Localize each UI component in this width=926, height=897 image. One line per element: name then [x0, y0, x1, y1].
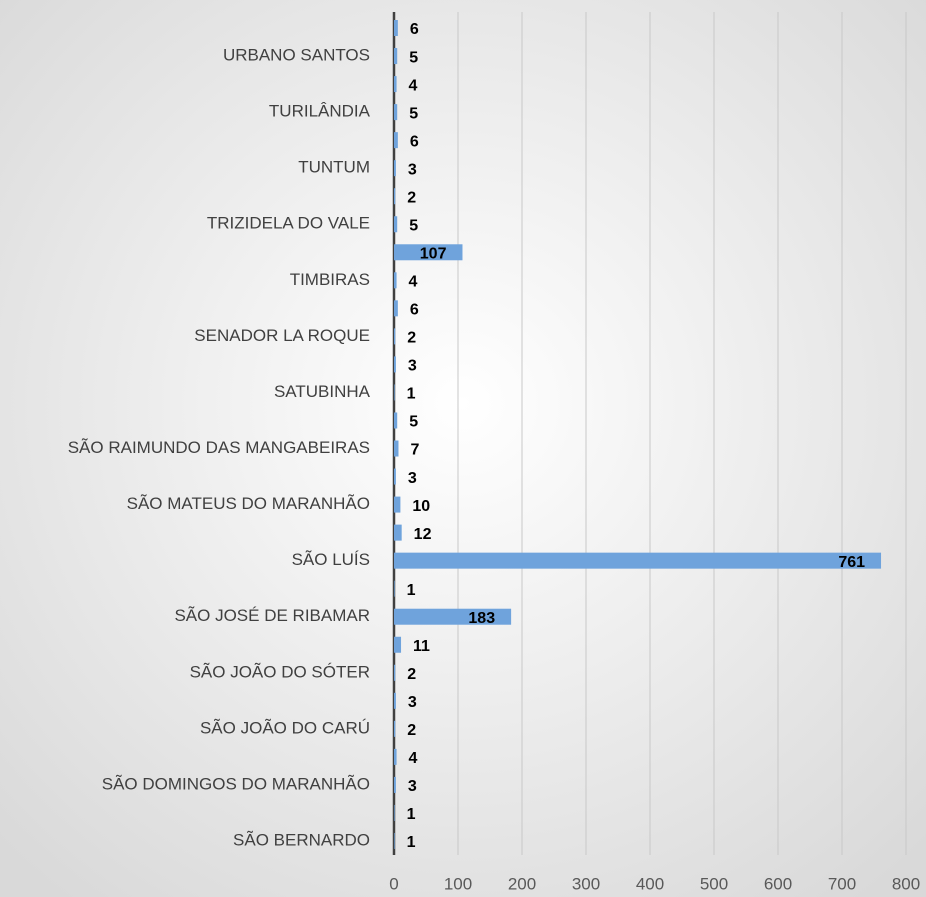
- x-tick-label: 500: [700, 874, 728, 893]
- bar: [394, 412, 398, 429]
- value-label: 3: [408, 470, 417, 487]
- value-label: 6: [410, 21, 419, 38]
- bar: [394, 328, 396, 345]
- value-label: 2: [407, 722, 416, 739]
- bar: [394, 664, 396, 681]
- value-label: 1: [407, 806, 416, 823]
- bar: [394, 468, 396, 485]
- y-tick-label: TRIZIDELA DO VALE: [207, 214, 370, 233]
- y-tick-label: SÃO JOÃO DO SÓTER: [190, 662, 370, 681]
- value-label: 4: [409, 750, 418, 767]
- y-tick-label: TURILÂNDIA: [269, 102, 371, 121]
- y-tick-label: URBANO SANTOS: [223, 46, 370, 65]
- y-tick-label: SENADOR LA ROQUE: [194, 326, 370, 345]
- bar: [394, 20, 398, 37]
- y-tick-label: SÃO RAIMUNDO DAS MANGABEIRAS: [68, 438, 370, 457]
- bar: [394, 216, 398, 233]
- bar: [394, 160, 396, 177]
- y-tick-label: SÃO LUÍS: [292, 550, 370, 569]
- x-tick-label: 200: [508, 874, 536, 893]
- value-label: 12: [414, 526, 432, 543]
- value-label: 1: [407, 834, 416, 851]
- value-label: 5: [409, 49, 418, 66]
- bar: [394, 48, 398, 65]
- bar: [394, 384, 395, 401]
- bar: [394, 832, 395, 849]
- bar: [394, 188, 396, 205]
- value-label: 3: [408, 358, 417, 375]
- value-label: 107: [420, 246, 447, 263]
- x-tick-label: 400: [636, 874, 664, 893]
- y-tick-label: SÃO JOSÉ DE RIBAMAR: [174, 606, 370, 625]
- y-tick-label: SÃO DOMINGOS DO MARANHÃO: [102, 774, 370, 793]
- x-tick-label: 100: [444, 874, 472, 893]
- value-label: 10: [412, 498, 430, 515]
- value-label: 1: [407, 582, 416, 599]
- value-label: 3: [408, 694, 417, 711]
- bar: [394, 748, 397, 765]
- y-tick-label: SÃO MATEUS DO MARANHÃO: [127, 494, 370, 513]
- bar: [394, 104, 398, 121]
- bar: [394, 692, 396, 709]
- y-tick-label: TIMBIRAS: [290, 270, 370, 289]
- y-tick-label: SATUBINHA: [274, 382, 371, 401]
- value-label: 2: [407, 666, 416, 683]
- bar: [394, 496, 401, 513]
- bar: [394, 720, 396, 737]
- x-tick-label: 700: [828, 874, 856, 893]
- value-label: 5: [409, 217, 418, 234]
- value-label: 5: [409, 105, 418, 122]
- value-label: 4: [409, 77, 418, 94]
- bar: [394, 300, 398, 317]
- bar: [394, 272, 397, 289]
- bar: [394, 552, 882, 569]
- value-label: 2: [407, 330, 416, 347]
- value-label: 183: [468, 610, 495, 627]
- x-tick-label: 300: [572, 874, 600, 893]
- x-tick-label: 600: [764, 874, 792, 893]
- bar: [394, 776, 396, 793]
- x-tick-label: 800: [892, 874, 920, 893]
- value-label: 3: [408, 778, 417, 795]
- value-label: 4: [409, 274, 418, 291]
- bar: [394, 804, 395, 821]
- value-label: 1: [407, 386, 416, 403]
- y-tick-label: SÃO BERNARDO: [233, 830, 370, 849]
- bar: [394, 244, 463, 261]
- value-label: 7: [410, 442, 419, 459]
- value-label: 2: [407, 189, 416, 206]
- value-label: 6: [410, 302, 419, 319]
- bar: [394, 636, 402, 653]
- value-label: 3: [408, 161, 417, 178]
- value-label: 761: [838, 554, 865, 571]
- bar: [394, 132, 398, 149]
- bar: [394, 76, 397, 93]
- value-label: 11: [413, 638, 430, 655]
- bar: [394, 440, 399, 457]
- value-label: 5: [409, 414, 418, 431]
- bar: [394, 524, 402, 541]
- bar: [394, 580, 395, 597]
- bar: [394, 608, 512, 625]
- x-tick-label: 0: [389, 874, 398, 893]
- y-tick-label: SÃO JOÃO DO CARÚ: [200, 718, 370, 737]
- y-tick-label: TUNTUM: [298, 158, 370, 177]
- bar: [394, 356, 396, 373]
- value-label: 6: [410, 133, 419, 150]
